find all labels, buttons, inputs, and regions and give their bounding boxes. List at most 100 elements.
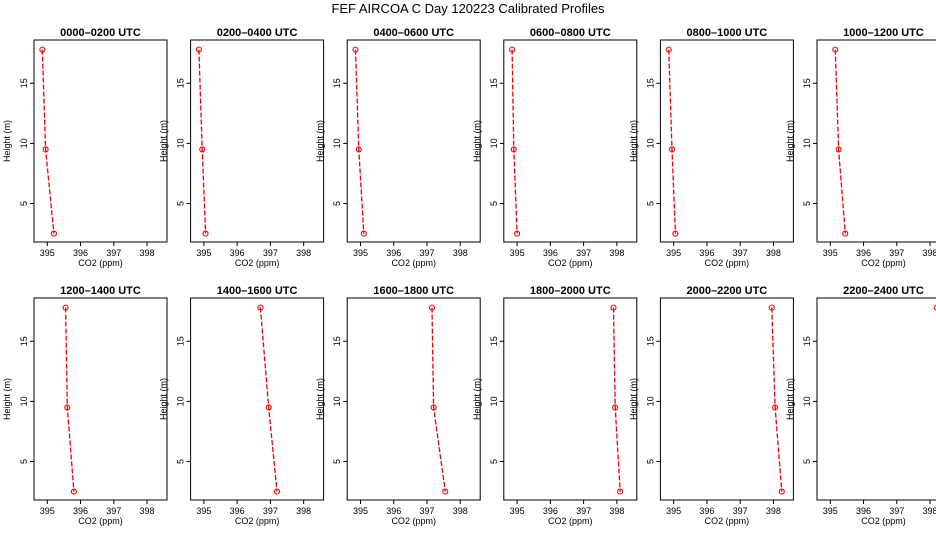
x-tick-label: 397 — [889, 506, 904, 516]
x-tick-label: 395 — [196, 506, 211, 516]
x-tick-label: 397 — [419, 506, 434, 516]
x-tick-label: 398 — [609, 248, 624, 258]
plot-frame — [503, 297, 638, 501]
plot-frame — [503, 39, 638, 243]
data-point — [64, 404, 71, 411]
profile-panel: 2200–2400 UTC 395 396 397 398 5 10 15 CO2 (ppm) H… — [785, 285, 936, 526]
data-point — [355, 146, 362, 153]
y-tick-label: 15 — [645, 78, 655, 88]
y-tick-label: 15 — [332, 336, 342, 346]
data-point — [62, 304, 69, 311]
profile-panel: 0000–0200 UTC 395 396 397 398 5 10 15 CO2 (ppm) H… — [2, 27, 168, 268]
data-point — [510, 146, 517, 153]
profile-panel: 0600–0800 UTC 395 396 397 398 5 10 15 CO2 (ppm) H… — [472, 27, 638, 268]
y-axis-label: Height (m) — [472, 120, 482, 162]
x-tick-label: 396 — [856, 248, 871, 258]
x-tick-label: 398 — [923, 248, 936, 258]
profile-line — [834, 49, 846, 234]
x-tick-label: 395 — [196, 248, 211, 258]
x-tick-label: 398 — [766, 506, 781, 516]
data-point — [672, 230, 679, 237]
y-tick-label: 15 — [332, 78, 342, 88]
x-tick-label: 398 — [766, 248, 781, 258]
x-tick-label: 398 — [609, 506, 624, 516]
data-point — [360, 230, 367, 237]
plot-frame — [346, 297, 481, 501]
y-axis-label: Height (m) — [628, 378, 638, 420]
data-point — [39, 46, 46, 53]
profile-panel: 1800–2000 UTC 395 396 397 398 5 10 15 CO2 (ppm) H… — [472, 285, 638, 526]
panel-title: 0200–0400 UTC — [217, 27, 298, 39]
data-point — [778, 488, 785, 495]
x-tick-label: 396 — [230, 506, 245, 516]
x-tick-label: 395 — [823, 506, 838, 516]
y-tick-label: 15 — [802, 78, 812, 88]
data-point — [430, 404, 437, 411]
x-tick-label: 398 — [453, 506, 468, 516]
x-tick-label: 397 — [576, 248, 591, 258]
y-tick-label: 5 — [332, 201, 342, 206]
y-tick-label: 5 — [176, 201, 186, 206]
y-tick-label: 5 — [802, 201, 812, 206]
profile-line — [64, 307, 75, 492]
x-tick-label: 398 — [140, 506, 155, 516]
profile-panel: 2000–2200 UTC 395 396 397 398 5 10 15 CO2 (ppm) H… — [628, 285, 794, 526]
x-tick-label: 397 — [576, 506, 591, 516]
plot-frame — [33, 39, 168, 243]
data-point — [202, 230, 209, 237]
profile-line — [198, 49, 207, 234]
y-tick-label: 5 — [489, 201, 499, 206]
data-point — [70, 488, 77, 495]
x-tick-label: 396 — [73, 506, 88, 516]
x-axis-label: CO2 (ppm) — [548, 516, 593, 526]
profile-line — [41, 49, 55, 234]
data-point — [668, 146, 676, 153]
x-tick-label: 397 — [419, 248, 434, 258]
x-tick-label: 396 — [543, 248, 558, 258]
panel-title: 1000–1200 UTC — [843, 27, 924, 39]
y-tick-label: 10 — [489, 396, 499, 406]
profile-panel: 0400–0600 UTC 395 396 397 398 5 10 15 CO2 (ppm) H… — [315, 27, 481, 268]
y-tick-label: 15 — [489, 336, 499, 346]
data-point — [514, 230, 521, 237]
x-tick-label: 396 — [699, 506, 714, 516]
y-tick-label: 15 — [802, 336, 812, 346]
x-tick-label: 395 — [666, 248, 681, 258]
profile-line — [612, 307, 621, 492]
profile-panel: 1600–1800 UTC 395 396 397 398 5 10 15 CO2 (ppm) H… — [315, 285, 481, 526]
data-point — [835, 146, 842, 153]
x-tick-label: 398 — [453, 248, 468, 258]
y-tick-label: 15 — [489, 78, 499, 88]
plot-frame — [346, 39, 481, 243]
y-tick-label: 5 — [19, 459, 29, 464]
profile-line — [771, 307, 783, 492]
x-axis-label: CO2 (ppm) — [861, 258, 906, 268]
profile-line — [668, 49, 677, 234]
y-tick-label: 5 — [19, 201, 29, 206]
data-point — [257, 304, 264, 311]
y-tick-label: 10 — [645, 138, 655, 148]
x-axis-label: CO2 (ppm) — [705, 258, 750, 268]
data-point — [199, 146, 206, 153]
data-point — [610, 304, 617, 311]
y-axis-label: Height (m) — [785, 120, 795, 162]
panel-title: 2000–2200 UTC — [687, 285, 768, 297]
y-axis-label: Height (m) — [785, 378, 795, 420]
x-tick-label: 398 — [923, 506, 936, 516]
x-axis-label: CO2 (ppm) — [391, 516, 436, 526]
y-tick-label: 10 — [489, 138, 499, 148]
x-tick-label: 396 — [73, 248, 88, 258]
x-tick-label: 396 — [699, 248, 714, 258]
y-axis-label: Height (m) — [472, 378, 482, 420]
x-tick-label: 395 — [510, 506, 525, 516]
data-point — [665, 46, 672, 53]
x-tick-label: 398 — [140, 248, 155, 258]
panel-title: 1600–1800 UTC — [373, 285, 454, 297]
x-axis-label: CO2 (ppm) — [861, 516, 906, 526]
data-point — [612, 404, 619, 411]
y-tick-label: 5 — [489, 459, 499, 464]
y-tick-label: 15 — [19, 78, 29, 88]
data-point — [832, 46, 839, 53]
figure-title: FEF AIRCOA C Day 120223 Calibrated Profi… — [331, 1, 605, 16]
y-axis-label: Height (m) — [2, 120, 12, 162]
